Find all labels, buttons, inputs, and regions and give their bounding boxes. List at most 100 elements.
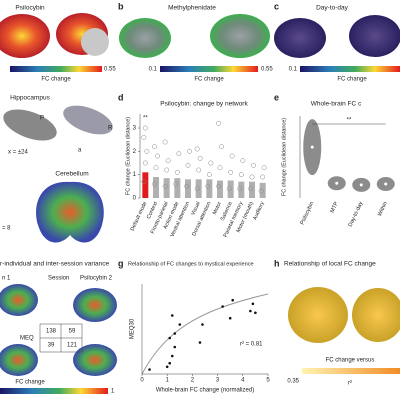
data-point [148,368,151,371]
brain [73,288,117,322]
data-point [251,162,256,168]
data-point [168,361,172,365]
bar [195,179,202,198]
data-point [170,354,174,358]
data-point [228,169,234,175]
data-point [170,314,174,317]
x-axis-label: Whole-brain FC change (normalized) [156,388,254,394]
data-point [144,148,150,154]
data-point [205,183,211,189]
panel-letter: c [274,1,279,11]
data-point [231,298,235,302]
panel-title: r-individual and inter-session variance [0,261,109,268]
hippocampus [63,105,113,135]
bar [217,180,223,198]
bar [153,177,159,198]
data-point [155,153,160,159]
colorbar-label: FC change [41,77,71,83]
data-point [260,174,266,180]
bar [206,179,213,198]
colorbar-label: FC change [15,380,45,386]
table-cell: 39 [48,343,55,349]
brain [210,14,270,58]
panel-title: Whole-brain FC c [311,101,362,108]
data-point [174,169,180,175]
data-point [217,165,223,171]
brain [349,15,400,57]
colorbar-tick: 0.1 [149,67,158,73]
panel-letter: d [118,92,124,102]
data-point [141,179,147,185]
bar [185,179,191,198]
data-point [173,181,179,187]
data-point [176,151,182,157]
data-point [219,144,224,150]
brain [119,18,171,58]
data-point [185,162,191,168]
median [359,183,363,187]
annotation: ** [143,116,148,122]
data-point [240,158,246,164]
data-point [165,158,171,164]
table-label: MEQ [20,336,34,342]
brain [288,287,348,343]
median [310,145,314,149]
bar [259,182,266,198]
brain [81,28,109,56]
colorbar [160,66,258,72]
median [335,181,339,185]
data-point [162,139,168,145]
y-tick-label: 1 [133,172,137,178]
data-point [197,155,203,161]
colorbar-label: r² [348,381,352,387]
x-tick-label: 1 [166,378,170,384]
x-tick-label: Motor [212,201,223,216]
colorbar-label: FC change [194,77,224,83]
data-point [165,365,169,369]
column-label: Session [48,276,69,282]
data-point [184,183,189,189]
brain [0,344,38,376]
colorbar-tick: 0.55 [261,67,273,73]
data-point [187,148,192,154]
data-point [258,188,264,194]
y-tick-label: 3 [133,126,137,132]
brain [0,14,50,58]
brain [274,18,326,58]
panel-title: Psilocybin: change by network [160,101,248,108]
panel-letter: b [118,1,124,11]
data-point [173,345,177,349]
panel-title: Day-to-day [316,5,349,12]
panel-letter: e [274,92,279,102]
brain [73,344,117,376]
x-tick-label: Day-to-day [348,201,365,228]
brain [352,288,400,342]
y-tick-label: 2 [133,149,137,155]
x-tick-label: 2 [191,378,195,384]
data-point [261,165,267,171]
data-point [164,167,170,173]
axis-label: a [78,148,82,154]
data-point [162,183,168,189]
bar [249,181,255,198]
x-tick-label: 0 [140,378,144,384]
colorbar [302,368,400,374]
data-point [141,134,147,140]
y-axis-label: MEQ30 [130,318,136,339]
axis-label: P [40,116,44,122]
coord-label: = 8 [2,226,11,232]
data-point [152,181,157,187]
bar [174,178,181,198]
data-point [226,186,232,192]
data-point [198,341,202,344]
cerebellum [36,181,104,243]
brain-images [0,13,400,394]
colorbar-tick: 0.1 [289,67,298,73]
axis-label: R [108,126,113,132]
data-point [194,186,200,192]
panel-letter: h [274,258,280,268]
coord-label: x = ±24 [8,150,28,156]
data-point [248,186,253,192]
annotation: ** [347,118,352,124]
